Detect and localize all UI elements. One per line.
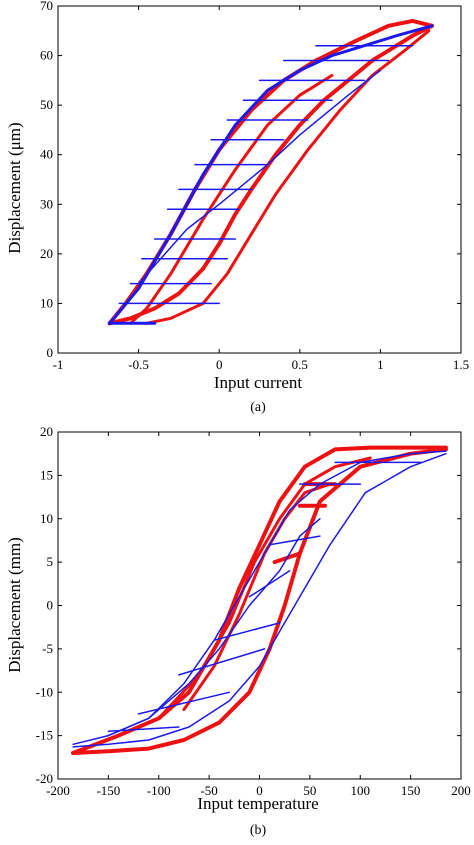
chart-b-xtick-label-1: -150 <box>96 783 120 798</box>
chart-b-series-line-12 <box>178 648 266 676</box>
chart-b-ytick-label-6: 10 <box>40 511 53 526</box>
chart-b-xtick-label-3: -50 <box>200 783 217 798</box>
chart-a-ticks: -1 -0.5 0 0.5 1 1.5 0 10 20 30 40 50 60 70 <box>40 0 469 372</box>
chart-a-xlabel: Input current <box>214 373 303 392</box>
chart-b-caption: (b) <box>250 823 267 838</box>
chart-a-ytick-label-2: 20 <box>40 246 53 261</box>
chart-b-series-line-9 <box>107 518 321 737</box>
chart-b-series-line-8 <box>72 452 447 748</box>
chart-b-ytick-label-3: -5 <box>42 641 53 656</box>
chart-b-series-line-10 <box>107 726 180 733</box>
chart-b-ticks: -200 -150 -100 -50 0 50 100 150 200-20-15-10-505… <box>36 424 471 798</box>
chart-b-series-line-0 <box>71 445 448 755</box>
chart-a-series-line-0 <box>107 23 434 326</box>
chart-b-series-line-15 <box>268 535 321 546</box>
chart-a-ytick-label-7: 70 <box>40 0 53 13</box>
chart-a-xtick-label-1: -0.5 <box>128 357 149 372</box>
chart-b-xtick-label-5: 50 <box>303 783 316 798</box>
chart-b-xlabel: Input temperature <box>197 794 318 813</box>
chart-a-series-line-4 <box>145 29 431 325</box>
chart-a-ytick-label-0: 0 <box>47 345 54 360</box>
chart-a-ytick-label-4: 40 <box>40 147 53 162</box>
chart-a-ytick-label-6: 60 <box>40 48 53 63</box>
chart-b-series-line-13 <box>213 622 281 641</box>
chart-a-series-line-2 <box>108 24 434 325</box>
chart-b-xtick-label-7: 150 <box>401 783 421 798</box>
chart-a-ytick-label-1: 10 <box>40 295 53 310</box>
chart-a-xtick-label-5: 1.5 <box>453 357 469 372</box>
chart-b-ytick-label-5: 5 <box>47 554 54 569</box>
chart-b-series <box>71 445 448 755</box>
chart-b-ytick-label-2: -10 <box>36 684 53 699</box>
chart-a-xtick-label-3: 0.5 <box>292 357 308 372</box>
chart-a-ytick-label-3: 30 <box>40 196 53 211</box>
chart-panel-b: -200 -150 -100 -50 0 50 100 150 200-20-15-10-505… <box>5 424 471 838</box>
chart-a-xtick-label-0: -1 <box>53 357 64 372</box>
chart-b-xtick-label-6: 100 <box>351 783 371 798</box>
chart-a-xtick-label-4: 1 <box>377 357 384 372</box>
chart-a-frame <box>57 5 462 354</box>
chart-b-ylabel: Displacement (mm) <box>5 537 24 673</box>
chart-b-series-line-11 <box>137 691 231 715</box>
chart-b-ytick-label-1: -15 <box>36 728 53 743</box>
chart-a-ytick-label-5: 50 <box>40 97 53 112</box>
chart-b-frame <box>57 431 462 780</box>
chart-b-ytick-label-7: 15 <box>40 467 53 482</box>
chart-b-series-line-14 <box>248 570 291 598</box>
chart-b-ytick-label-0: -20 <box>36 771 53 786</box>
chart-b-xtick-label-0: -200 <box>46 783 70 798</box>
chart-a-caption: (a) <box>250 400 266 415</box>
chart-a-ylabel: Displacement (μm) <box>5 122 24 253</box>
chart-b-xtick-label-2: -100 <box>147 783 171 798</box>
chart-b-ytick-label-8: 20 <box>40 424 53 439</box>
chart-panel-a: -1 -0.5 0 0.5 1 1.5 0 10 20 30 40 50 60 70 Input curr… <box>5 0 469 415</box>
chart-b-series-line-7 <box>72 450 447 746</box>
chart-b-xtick-label-8: 200 <box>451 783 471 798</box>
chart-b-xtick-label-4: 0 <box>256 783 263 798</box>
chart-a-series <box>107 18 434 326</box>
chart-a-xtick-label-2: 0 <box>216 357 223 372</box>
chart-b-series-line-1 <box>71 447 448 755</box>
chart-a-series-line-5 <box>129 73 334 325</box>
chart-b-ytick-label-4: 0 <box>47 598 54 613</box>
